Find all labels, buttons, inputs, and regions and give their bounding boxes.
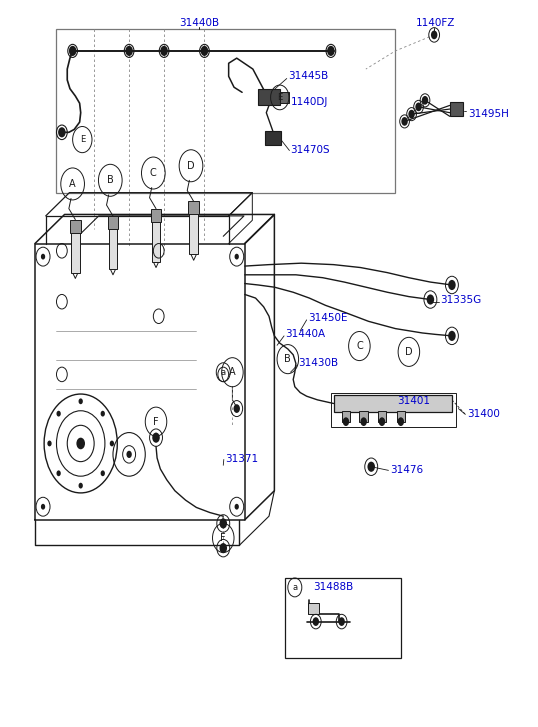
Circle shape — [79, 483, 83, 489]
Circle shape — [110, 441, 114, 446]
Text: 31430B: 31430B — [299, 358, 339, 369]
Text: 31445B: 31445B — [288, 71, 328, 81]
Text: 1140FZ: 1140FZ — [416, 18, 456, 28]
Circle shape — [69, 46, 76, 56]
Bar — [258, 89, 280, 105]
Circle shape — [220, 518, 227, 529]
Circle shape — [126, 451, 132, 458]
Text: 31476: 31476 — [391, 465, 424, 475]
Circle shape — [343, 417, 349, 426]
Text: 31401: 31401 — [397, 396, 430, 406]
Bar — [397, 411, 405, 422]
Circle shape — [201, 46, 208, 56]
Circle shape — [152, 433, 160, 443]
Circle shape — [125, 46, 133, 56]
Text: E: E — [80, 135, 85, 144]
Circle shape — [427, 294, 434, 305]
Circle shape — [41, 504, 45, 510]
Text: C: C — [356, 341, 363, 351]
Circle shape — [313, 617, 319, 626]
Bar — [334, 395, 452, 412]
Circle shape — [233, 404, 240, 413]
Circle shape — [101, 411, 105, 417]
Bar — [342, 411, 350, 422]
Bar — [152, 218, 160, 262]
Circle shape — [379, 417, 385, 426]
Circle shape — [448, 280, 456, 290]
Circle shape — [160, 46, 168, 56]
Text: C: C — [150, 168, 157, 178]
Text: 31495H: 31495H — [468, 109, 509, 119]
Bar — [188, 201, 199, 214]
Text: A: A — [229, 367, 236, 377]
Circle shape — [408, 110, 415, 119]
Text: 31450E: 31450E — [308, 313, 347, 324]
Text: 31470S: 31470S — [291, 145, 330, 156]
Bar — [280, 92, 289, 103]
Text: B: B — [107, 175, 114, 185]
Bar — [378, 411, 386, 422]
Text: F: F — [221, 533, 226, 543]
Circle shape — [422, 96, 428, 105]
Circle shape — [327, 46, 335, 56]
Text: 31400: 31400 — [467, 409, 500, 419]
Text: B: B — [285, 354, 291, 364]
Circle shape — [56, 411, 61, 417]
Text: 31440B: 31440B — [179, 18, 219, 28]
Bar — [189, 211, 198, 254]
Text: 31371: 31371 — [225, 454, 258, 465]
Bar — [109, 225, 117, 269]
Circle shape — [367, 462, 375, 472]
Circle shape — [58, 127, 66, 137]
Circle shape — [235, 254, 239, 260]
Circle shape — [360, 417, 367, 426]
Circle shape — [101, 470, 105, 476]
Bar — [71, 229, 80, 273]
Circle shape — [448, 331, 456, 341]
Bar — [265, 131, 281, 145]
Circle shape — [235, 504, 239, 510]
Circle shape — [41, 254, 45, 260]
Text: A: A — [69, 179, 76, 189]
Text: D: D — [187, 161, 195, 171]
Bar — [70, 220, 81, 233]
Circle shape — [79, 398, 83, 404]
Circle shape — [398, 417, 404, 426]
Bar — [331, 393, 456, 427]
Circle shape — [76, 438, 85, 449]
Bar — [56, 29, 395, 193]
Text: 31335G: 31335G — [440, 294, 482, 305]
Text: E: E — [277, 93, 282, 102]
Text: 31440A: 31440A — [285, 329, 325, 340]
Circle shape — [220, 543, 227, 553]
Bar — [285, 578, 401, 658]
Text: D: D — [405, 347, 413, 357]
Circle shape — [338, 617, 345, 626]
Circle shape — [47, 441, 52, 446]
Circle shape — [415, 103, 422, 111]
Bar — [450, 102, 463, 116]
Text: a: a — [292, 583, 298, 592]
Circle shape — [401, 117, 408, 126]
Bar — [308, 603, 319, 614]
Bar — [108, 216, 118, 229]
Circle shape — [431, 31, 437, 39]
Circle shape — [56, 470, 61, 476]
Bar — [359, 411, 368, 422]
Text: 1140DJ: 1140DJ — [291, 97, 328, 107]
Bar — [151, 209, 161, 222]
Text: F: F — [153, 417, 159, 427]
Text: 31488B: 31488B — [313, 582, 353, 593]
Text: a: a — [221, 368, 226, 377]
